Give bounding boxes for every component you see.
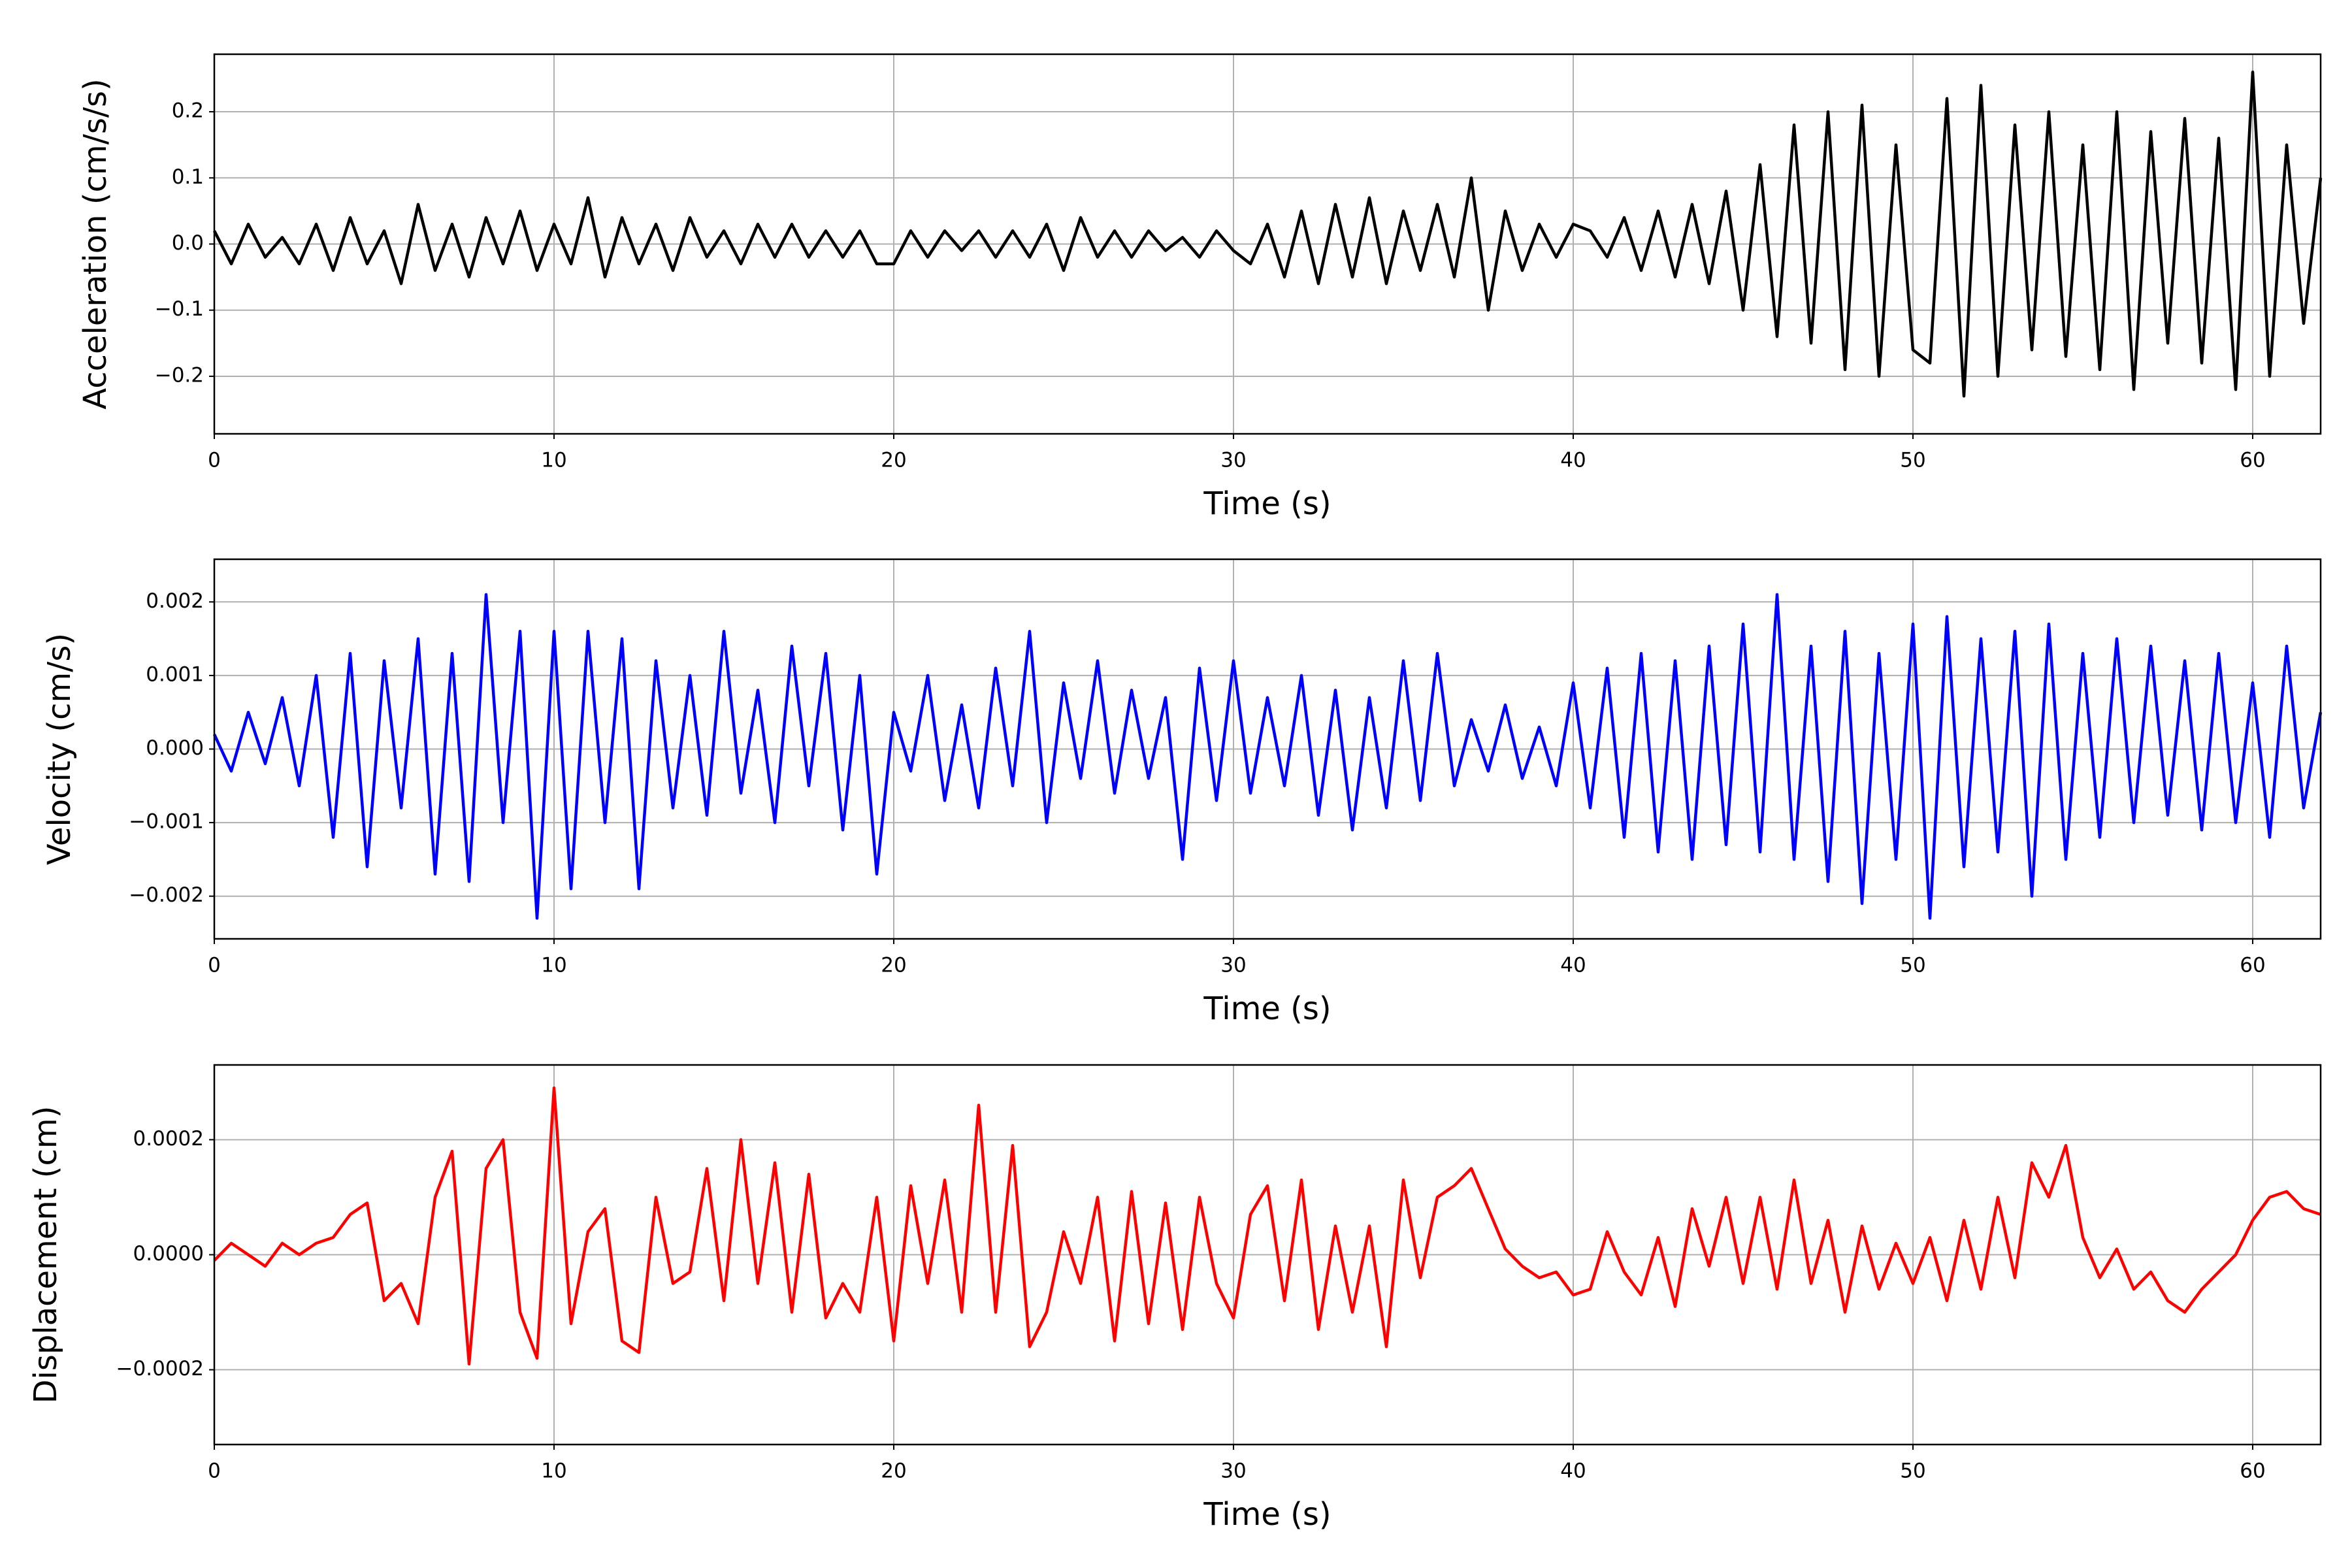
plot-frame xyxy=(213,558,2322,940)
x-tick-label: 60 xyxy=(2240,954,2265,977)
x-tick-label: 30 xyxy=(1220,954,1246,977)
x-tick-label: 50 xyxy=(1900,1460,1925,1483)
series-line xyxy=(212,593,2323,920)
y-tick-label: 0.0 xyxy=(172,231,204,255)
y-tick-label: 0.2 xyxy=(172,99,204,123)
y-tick-label: −0.2 xyxy=(155,363,204,387)
x-tick-label: 0 xyxy=(208,954,221,977)
series-line xyxy=(212,71,2323,398)
x-tick-label: 30 xyxy=(1220,449,1246,472)
y-tick-label: −0.002 xyxy=(129,883,204,907)
x-tick-label: 20 xyxy=(881,1460,906,1483)
x-tick-label: 20 xyxy=(881,449,906,472)
y-tick-label: 0.000 xyxy=(146,736,204,760)
x-tick-label: 60 xyxy=(2240,449,2265,472)
x-tick-label: 10 xyxy=(541,1460,566,1483)
x-tick-label: 10 xyxy=(541,449,566,472)
x-tick-label: 40 xyxy=(1560,1460,1586,1483)
y-axis-label: Displacement (cm) xyxy=(27,1106,64,1404)
y-axis-label: Acceleration (cm/s/s) xyxy=(77,78,114,409)
x-tick-label: 20 xyxy=(881,954,906,977)
x-tick-label: 30 xyxy=(1220,1460,1246,1483)
plot-frame xyxy=(213,1064,2322,1446)
x-tick-label: 50 xyxy=(1900,954,1925,977)
x-axis-label: Time (s) xyxy=(1203,990,1331,1027)
y-axis-label: Velocity (cm/s) xyxy=(41,633,78,865)
y-tick-label: 0.001 xyxy=(146,662,204,686)
y-tick-label: −0.1 xyxy=(155,297,204,321)
y-tick-label: 0.0000 xyxy=(133,1242,204,1266)
x-axis-label: Time (s) xyxy=(1203,1496,1331,1533)
x-tick-label: 50 xyxy=(1900,449,1925,472)
plot-frame xyxy=(213,53,2322,435)
x-tick-label: 0 xyxy=(208,1460,221,1483)
y-tick-label: 0.002 xyxy=(146,589,204,613)
x-tick-label: 40 xyxy=(1560,449,1586,472)
series-line xyxy=(213,1086,2321,1366)
x-tick-label: 10 xyxy=(541,954,566,977)
y-tick-label: −0.0002 xyxy=(116,1357,204,1380)
x-tick-label: 60 xyxy=(2240,1460,2265,1483)
y-tick-label: −0.001 xyxy=(129,810,204,834)
y-tick-label: 0.1 xyxy=(172,165,204,189)
x-tick-label: 40 xyxy=(1560,954,1586,977)
x-tick-label: 0 xyxy=(208,449,221,472)
y-tick-label: 0.0002 xyxy=(133,1127,204,1151)
x-axis-label: Time (s) xyxy=(1203,485,1331,522)
